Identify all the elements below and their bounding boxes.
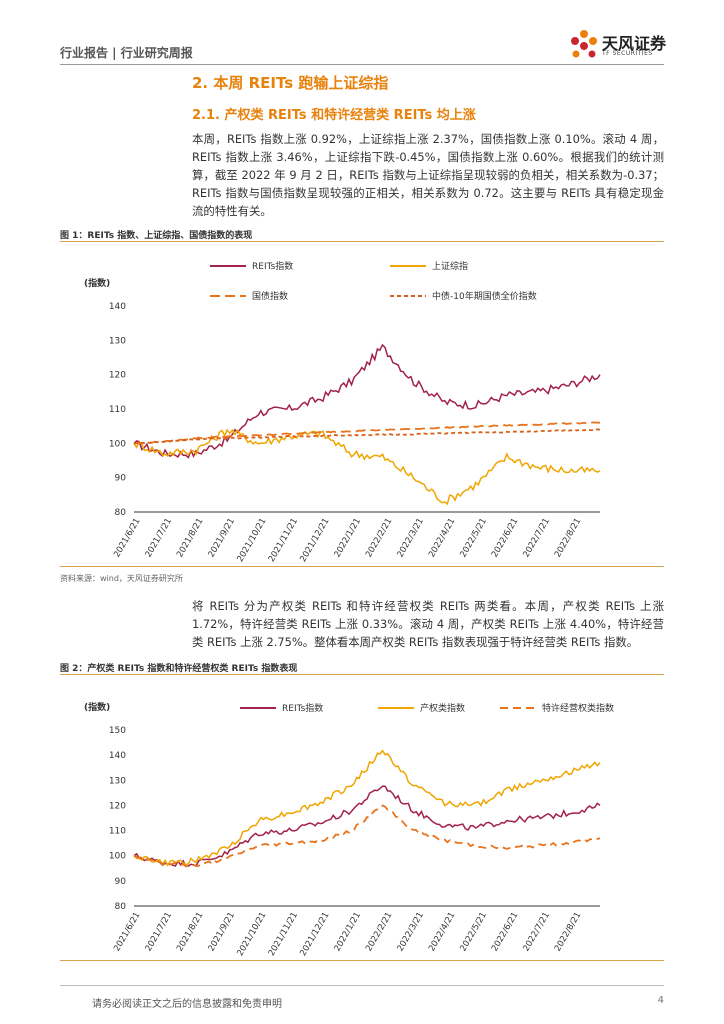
figure1-source: 资料来源：wind，天风证券研究所: [60, 574, 183, 583]
x-tick-label: 2022/6/21: [490, 517, 520, 560]
x-tick-label: 2021/9/21: [207, 911, 237, 954]
x-tick-label: 2022/1/21: [333, 517, 363, 560]
footer-divider: [60, 985, 664, 986]
y-tick-label: 100: [109, 439, 126, 449]
paragraph-1: 本周，REITs 指数上涨 0.92%，上证综指上涨 2.37%，国债指数上涨 …: [192, 132, 664, 218]
y-tick-label: 120: [109, 371, 126, 381]
series-line: [133, 749, 601, 867]
series-line: [133, 343, 601, 459]
logo-icon: [571, 30, 597, 58]
x-tick-label: 2022/7/21: [521, 911, 551, 954]
x-tick-label: 2021/8/21: [175, 911, 205, 954]
x-tick-label: 2021/12/21: [298, 911, 331, 958]
x-tick-label: 2021/11/21: [267, 517, 300, 564]
y-tick-label: 130: [109, 776, 126, 786]
y-tick-label: 140: [109, 302, 126, 312]
x-tick-label: 2021/6/21: [112, 911, 142, 954]
footer-disclaimer: 请务必阅读正文之后的信息披露和免责申明: [92, 999, 282, 1010]
series-line: [133, 804, 601, 868]
x-tick-label: 2022/5/21: [458, 517, 488, 560]
legend-label: REITs指数: [252, 260, 293, 272]
section-title: 2. 本周 REITs 跑输上证综指: [192, 74, 389, 92]
y-axis-label: (指数): [84, 701, 110, 713]
x-tick-label: 2022/8/21: [553, 517, 583, 560]
legend-label: REITs指数: [282, 702, 323, 714]
y-tick-label: 140: [109, 751, 126, 761]
figure1-bottom-rule: [60, 566, 664, 567]
series-line: [133, 428, 601, 506]
x-tick-label: 2021/10/21: [235, 517, 268, 564]
legend-label: 国债指数: [252, 290, 288, 302]
x-tick-label: 2021/12/21: [298, 517, 331, 564]
legend-label: 特许经营权类指数: [542, 702, 614, 714]
page-number: 4: [657, 995, 664, 1006]
series-line: [133, 785, 601, 867]
legend-label: 中债-10年期国债全价指数: [432, 290, 537, 302]
x-tick-label: 2022/6/21: [490, 911, 520, 954]
figure1-title: 图 1：REITs 指数、上证综指、国债指数的表现: [60, 231, 253, 241]
x-tick-label: 2022/4/21: [427, 911, 457, 954]
x-tick-label: 2021/7/21: [144, 517, 174, 560]
subsection-title: 2.1. 产权类 REITs 和特许经营类 REITs 均上涨: [192, 108, 476, 123]
x-tick-label: 2022/5/21: [458, 911, 488, 954]
x-tick-label: 2022/7/21: [521, 517, 551, 560]
x-tick-label: 2022/2/21: [364, 911, 394, 954]
figure1-top-rule: [60, 241, 664, 242]
x-tick-label: 2021/9/21: [207, 517, 237, 560]
y-tick-label: 150: [109, 726, 126, 736]
y-tick-label: 100: [109, 852, 126, 862]
x-tick-label: 2022/3/21: [396, 911, 426, 954]
brand-subtitle: TF SECURITIES: [602, 50, 653, 57]
x-tick-label: 2021/8/21: [175, 517, 205, 560]
x-tick-label: 2022/8/21: [553, 911, 583, 954]
legend-label: 产权类指数: [420, 702, 465, 714]
y-axis-label: (指数): [84, 277, 110, 289]
y-tick-label: 130: [109, 336, 126, 346]
figure2-bottom-rule: [60, 960, 664, 961]
figure1-chart: (指数) 80 90 100 110 120 130 140 2021/6/21 2021/7/2…: [84, 260, 601, 564]
x-tick-label: 2022/4/21: [427, 517, 457, 560]
y-tick-label: 80: [115, 508, 127, 518]
legend-label: 上证综指: [432, 260, 468, 272]
x-tick-label: 2022/2/21: [364, 517, 394, 560]
series-line: [134, 421, 600, 445]
brand-name: 天风证券: [602, 34, 667, 53]
x-tick-label: 2021/10/21: [235, 911, 268, 958]
header-divider: [60, 64, 664, 65]
x-tick-label: 2022/1/21: [333, 911, 363, 954]
brand-logo: 天风证券 TF SECURITIES: [568, 28, 678, 64]
series-line: [133, 428, 601, 445]
y-tick-label: 120: [109, 801, 126, 811]
y-tick-label: 90: [115, 877, 127, 887]
y-tick-label: 90: [115, 474, 127, 484]
header-breadcrumb: 行业报告 | 行业研究周报: [60, 46, 193, 60]
x-tick-label: 2021/11/21: [267, 911, 300, 958]
x-tick-label: 2021/7/21: [144, 911, 174, 954]
x-tick-label: 2022/3/21: [396, 517, 426, 560]
y-tick-label: 110: [109, 827, 126, 837]
figure2-top-rule: [60, 674, 664, 675]
figure2-title: 图 2：产权类 REITs 指数和特许经营权类 REITs 指数表现: [60, 664, 298, 674]
x-tick-label: 2021/6/21: [112, 517, 142, 560]
y-tick-label: 80: [115, 902, 127, 912]
y-tick-label: 110: [109, 405, 126, 415]
paragraph-2: 将 REITs 分为产权类 REITs 和特许经营权类 REITs 两类看。本周…: [192, 599, 664, 649]
